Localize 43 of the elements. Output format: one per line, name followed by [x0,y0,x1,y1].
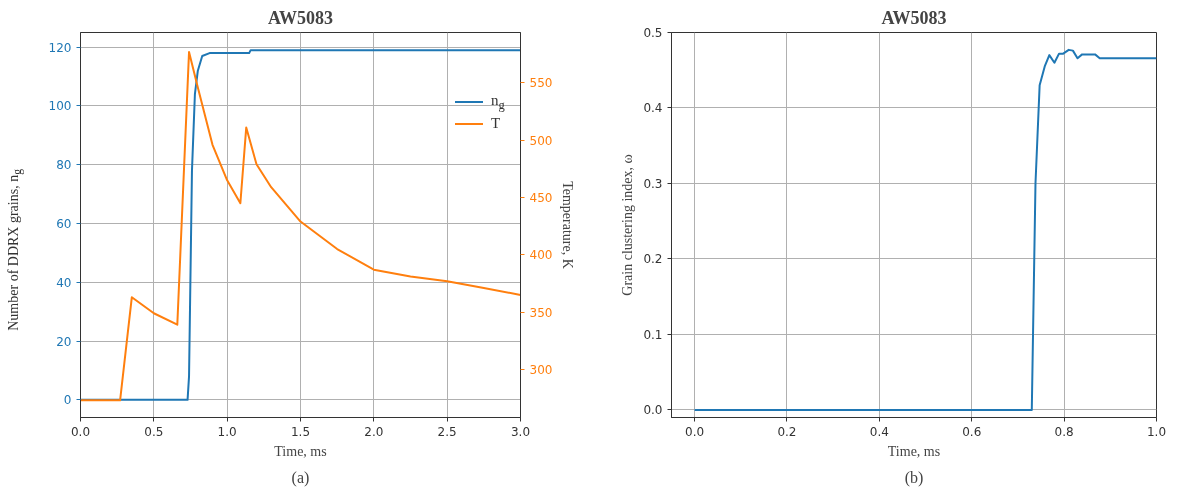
text: (b) [904,468,924,487]
y2-tick-label: 500 [529,133,553,148]
x-tick-label: 0.4 [869,424,889,439]
x-tick-label: 0.0 [685,424,705,439]
y-tick-label: 0.2 [643,252,663,267]
x-axis-title: Time, ms [274,443,327,459]
y2-tick-label: 550 [529,76,553,91]
x-tick-label: 0.6 [962,424,982,439]
y-tick-label: 0.3 [643,176,663,191]
y-tick-label: 120 [48,40,72,55]
chart-title: AW5083 [268,7,334,28]
y-tick-label: 0.1 [643,327,663,342]
y-tick-label: 40 [56,275,72,290]
y-tick-label: 0.5 [643,26,663,40]
x-tick-label: 0.2 [777,424,797,439]
chart-title: AW5083 [881,7,947,28]
y2-tick-label: 450 [529,191,553,205]
y-tick-label: 0.0 [643,403,663,418]
y-tick-label: 60 [56,217,72,232]
y2-tick-label: 350 [529,305,553,320]
y-tick-label: 0.4 [643,101,663,116]
y-tick-label: 0 [63,393,72,408]
y2-axis-title: Temperature, K [560,181,576,269]
legend-label: n$_{g}$ [491,90,505,114]
x-tick-label: 1.0 [1146,424,1167,439]
x-tick-label: 0.8 [1054,424,1074,439]
x-tick-label: 0.5 [144,424,164,439]
legend-label: T [491,114,501,134]
text: (a) [291,468,310,487]
x-tick-label: 1.5 [290,424,311,439]
y-axis-title: Grain clustering index, ω [620,154,636,296]
y2-tick-label: 400 [529,248,553,263]
y-tick-label: 80 [56,158,72,173]
y-tick-label: 100 [48,99,72,114]
x-tick-label: 1.0 [217,424,237,439]
y2-tick-label: 300 [529,362,553,377]
line-series [693,48,1157,411]
x-tick-label: 2.0 [364,424,384,439]
x-tick-label: 0.0 [70,424,91,439]
y-tick-label: 20 [56,334,72,349]
x-tick-label: 2.5 [437,424,457,439]
x-axis-title: Time, ms [887,443,941,459]
x-tick-label: 3.0 [510,424,531,439]
